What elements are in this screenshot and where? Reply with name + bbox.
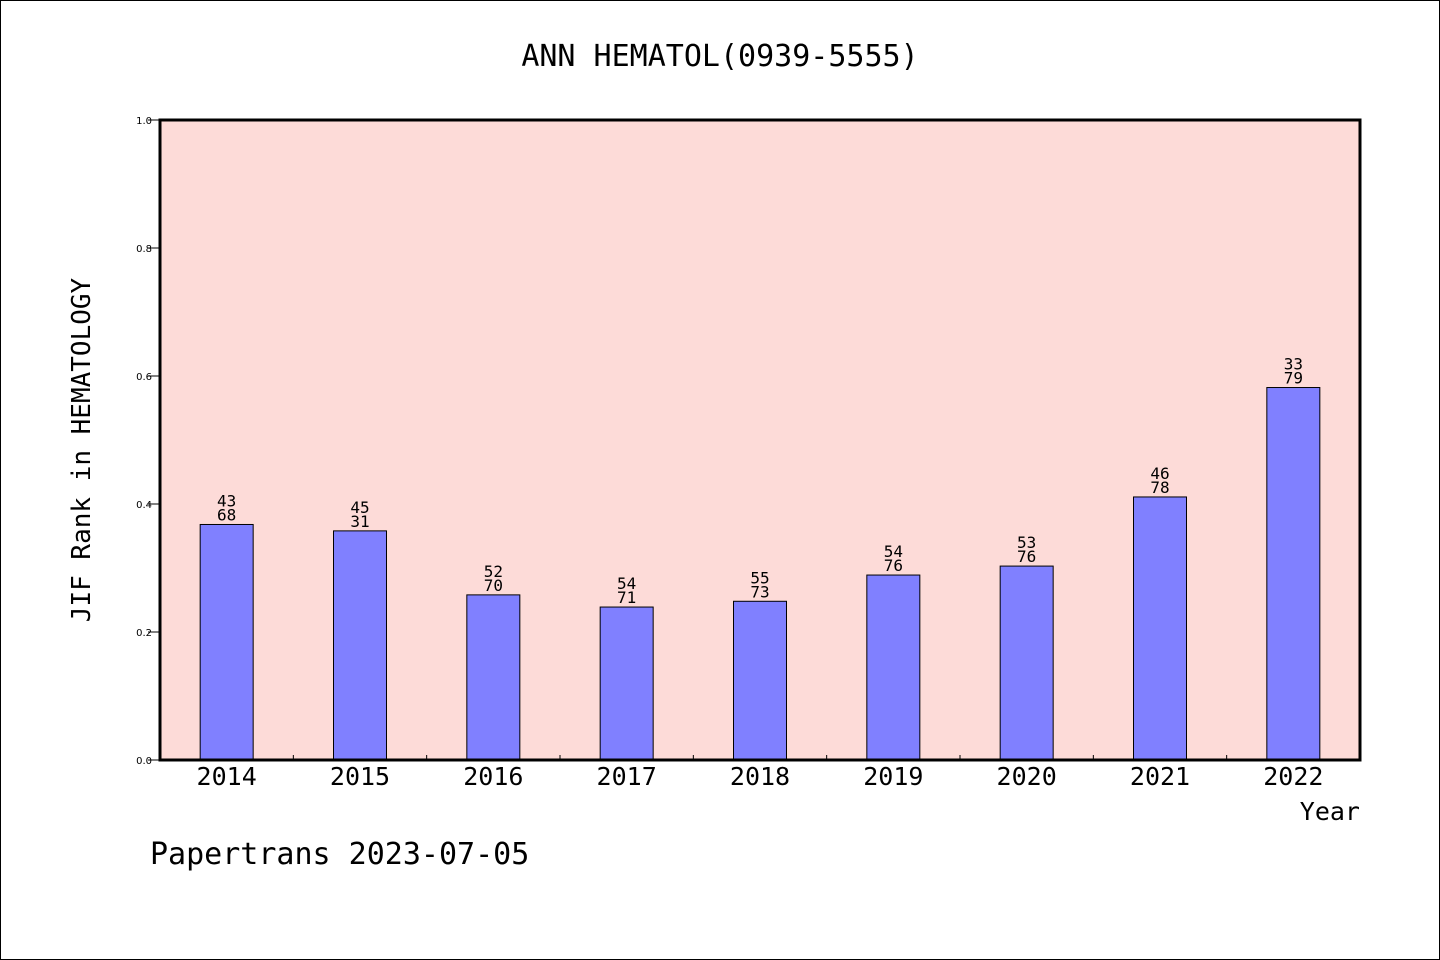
bar-label-2022-numerator: 33 [1284,355,1303,374]
x-tick-label-2018: 2018 [730,762,790,791]
bar-label-2017-denominator: 71 [617,588,636,607]
bar-2015 [333,530,387,761]
bars-group [199,387,1321,761]
bar-label-2019-denominator: 76 [884,556,903,575]
bar-label-2021-numerator: 46 [1150,464,1169,483]
bar-2020 [999,565,1054,761]
bar-label-2018-numerator: 55 [750,568,769,587]
bar-label-2022-denominator: 79 [1284,369,1303,388]
bar-2021 [1133,496,1187,761]
x-tick-label-2017: 2017 [597,762,657,791]
bar-2014 [199,523,254,761]
bar-label-2018-denominator: 73 [750,582,769,601]
y-axis-label: JIF Rank in HEMATOLOGY [67,277,97,622]
plot-border [158,118,1362,762]
bar-2016 [466,594,521,761]
x-tick-label-2014: 2014 [197,762,257,791]
y-tick-label-0.2: 0.2 [136,628,152,639]
bar-label-2015-denominator: 31 [350,512,369,531]
bar-label-2014-numerator: 43 [217,491,236,510]
bar-label-2020-numerator: 53 [1017,533,1036,552]
bar-label-2015-numerator: 45 [350,498,369,517]
x-tick-label-2019: 2019 [863,762,923,791]
x-axis: 2014 2015 2016 2017 2018 2019 2020 2021 2022 [197,755,1323,791]
bar-label-2016-numerator: 52 [484,562,503,581]
x-tick-label-2021: 2021 [1130,762,1190,791]
y-tick-label-0.6: 0.6 [136,372,152,383]
x-axis-label: Year [1300,797,1360,826]
y-tick-label-0.8: 0.8 [136,244,152,255]
x-tick-label-2020: 2020 [997,762,1057,791]
bar-label-2021-denominator: 78 [1150,478,1169,497]
chart-title: ANN HEMATOL(0939-5555) [521,39,918,74]
bar-label-2019-numerator: 54 [884,542,903,561]
bar-2017 [599,606,654,761]
bar-label-2016-denominator: 70 [484,576,503,595]
y-tick-label-1.0: 1.0 [136,116,152,127]
x-tick-label-2015: 2015 [330,762,390,791]
bar-label-2020-denominator: 76 [1017,547,1036,566]
bar-label-2014-denominator: 68 [217,505,236,524]
bar-label-2017-numerator: 54 [617,574,636,593]
y-axis: 0.0 0.2 0.4 0.6 0.8 1.0 [136,116,160,767]
bar-2018 [733,600,787,761]
footer-watermark: Papertrans 2023-07-05 [150,837,529,872]
y-tick-label-0.4: 0.4 [136,500,152,511]
bar-2022 [1266,387,1321,761]
x-tick-label-2022: 2022 [1263,762,1323,791]
bar-2019 [866,574,921,761]
y-tick-label-0.0: 0.0 [136,756,152,767]
x-tick-label-2016: 2016 [463,762,523,791]
